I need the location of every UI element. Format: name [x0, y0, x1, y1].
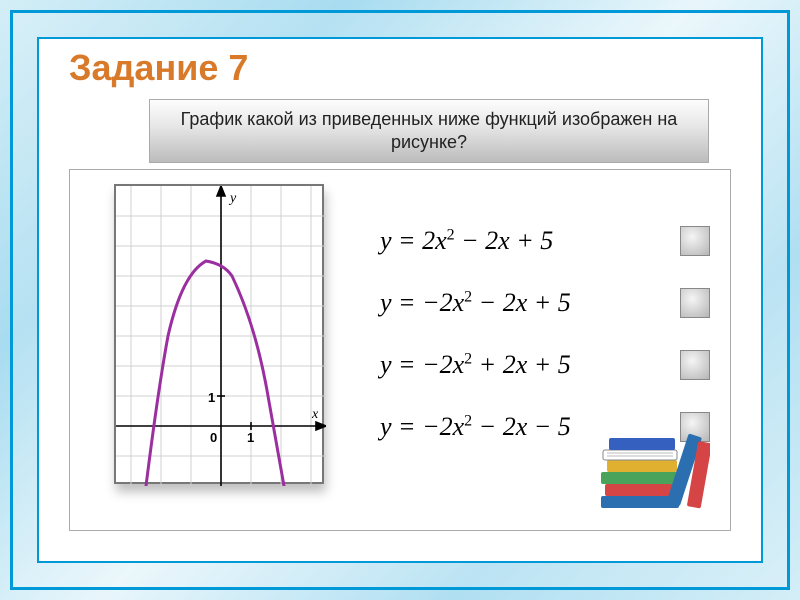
graph: 0 1 1 x y	[114, 184, 324, 484]
equation-text-3: y = −2x2 + 2x + 5	[380, 350, 660, 380]
option-radio-3[interactable]	[680, 350, 710, 380]
content-panel: 0 1 1 x y y = 2x2 − 2x + 5 y = −2x2 − 2x…	[69, 169, 731, 531]
outer-frame: Задание 7 График какой из приведенных ни…	[10, 10, 790, 590]
equation-text-2: y = −2x2 − 2x + 5	[380, 288, 660, 318]
equation-option-2: y = −2x2 − 2x + 5	[380, 272, 710, 334]
equation-option-3: y = −2x2 + 2x + 5	[380, 334, 710, 396]
equation-text-1: y = 2x2 − 2x + 5	[380, 226, 660, 256]
question-text: График какой из приведенных ниже функций…	[149, 99, 709, 163]
y-axis-label: y	[228, 191, 237, 206]
x-axis-label: x	[311, 407, 319, 422]
option-radio-1[interactable]	[680, 226, 710, 256]
xtick-1: 1	[247, 430, 254, 445]
ytick-1: 1	[208, 390, 215, 405]
page-title: Задание 7	[69, 47, 248, 89]
graph-svg: 0 1 1 x y	[116, 186, 326, 486]
origin-label: 0	[210, 430, 217, 445]
inner-frame: Задание 7 График какой из приведенных ни…	[37, 37, 763, 563]
equation-option-1: y = 2x2 − 2x + 5	[380, 210, 710, 272]
books-icon	[595, 408, 710, 518]
parabola-curve	[146, 261, 284, 486]
option-radio-2[interactable]	[680, 288, 710, 318]
